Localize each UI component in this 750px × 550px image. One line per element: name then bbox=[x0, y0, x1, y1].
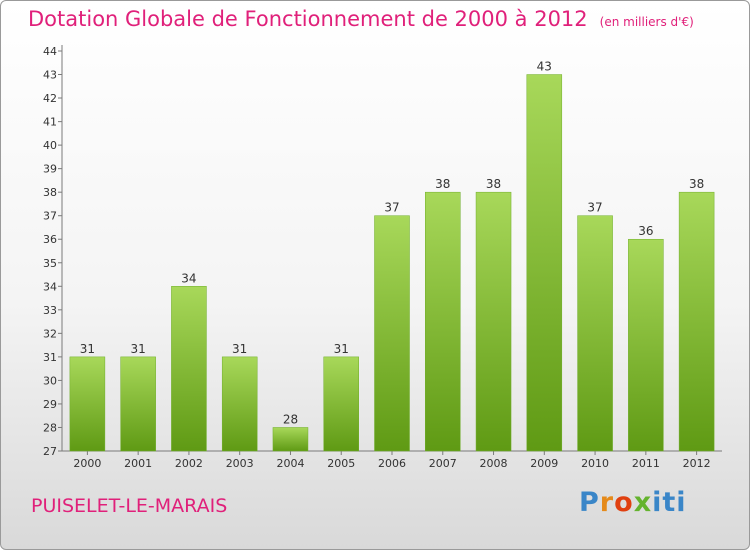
y-tick-label: 35 bbox=[43, 257, 57, 270]
x-tick-label-2004: 2004 bbox=[276, 457, 304, 470]
data-label-2001: 31 bbox=[131, 342, 146, 356]
x-tick-label-2011: 2011 bbox=[632, 457, 660, 470]
y-tick-label: 37 bbox=[43, 210, 57, 223]
bar-2006 bbox=[374, 215, 410, 452]
chart-bars: 31 31 34 31 28 31 37 38 38 43 37 36 38 bbox=[69, 60, 715, 452]
x-tick-label-2001: 2001 bbox=[124, 457, 152, 470]
data-label-2007: 38 bbox=[435, 177, 450, 191]
bar-2000 bbox=[69, 356, 106, 452]
y-tick-label: 34 bbox=[43, 280, 57, 293]
y-tick-label: 39 bbox=[43, 163, 57, 176]
data-label-2012: 38 bbox=[689, 177, 704, 191]
data-label-2011: 36 bbox=[638, 224, 653, 238]
proxiti-logo: Proxiti bbox=[579, 487, 687, 518]
y-tick-label: 44 bbox=[43, 45, 57, 58]
chart-title: Dotation Globale de Fonctionnement de 20… bbox=[28, 7, 694, 31]
y-tick-label: 38 bbox=[43, 186, 57, 199]
location-name: PUISELET-LE-MARAIS bbox=[31, 495, 228, 517]
data-label-2000: 31 bbox=[80, 342, 95, 356]
bar-2001 bbox=[120, 356, 156, 452]
y-tick-label: 29 bbox=[43, 398, 57, 411]
y-tick-label: 33 bbox=[43, 304, 57, 317]
bar-2008 bbox=[475, 191, 512, 452]
x-tick-label-2003: 2003 bbox=[226, 457, 254, 470]
chart-subtitle: (en milliers d'€) bbox=[599, 15, 694, 29]
x-tick-label-2002: 2002 bbox=[175, 457, 203, 470]
y-tick-label: 31 bbox=[43, 351, 57, 364]
data-label-2009: 43 bbox=[537, 60, 552, 74]
x-tick-label-2012: 2012 bbox=[683, 457, 711, 470]
chart-axes: 27 28 29 30 31 32 33 34 35 36 37 38 39 40 41 42 43 44 2000… bbox=[43, 45, 722, 470]
y-tick-label: 40 bbox=[43, 139, 57, 152]
data-label-2008: 38 bbox=[486, 177, 501, 191]
data-label-2010: 37 bbox=[587, 201, 602, 215]
x-tick-label-2000: 2000 bbox=[73, 457, 101, 470]
bar-2012 bbox=[678, 191, 715, 452]
y-tick-label: 32 bbox=[43, 327, 57, 340]
data-label-2002: 34 bbox=[181, 271, 196, 285]
y-tick-label: 30 bbox=[43, 374, 57, 387]
bar-2003 bbox=[221, 356, 258, 452]
bar-2007 bbox=[425, 191, 461, 452]
bar-2010 bbox=[577, 215, 613, 452]
chart-title-text: Dotation Globale de Fonctionnement de 20… bbox=[28, 7, 588, 31]
bar-2004 bbox=[272, 427, 309, 452]
bar-2002 bbox=[171, 286, 207, 452]
data-label-2003: 31 bbox=[232, 342, 247, 356]
bar-2011 bbox=[628, 238, 664, 452]
data-label-2006: 37 bbox=[384, 201, 399, 215]
x-tick-label-2006: 2006 bbox=[378, 457, 406, 470]
x-tick-label-2007: 2007 bbox=[429, 457, 457, 470]
y-tick-label: 43 bbox=[43, 69, 57, 82]
bar-2009 bbox=[526, 74, 563, 452]
x-tick-label-2009: 2009 bbox=[530, 457, 558, 470]
y-tick-label: 41 bbox=[43, 116, 57, 129]
data-label-2005: 31 bbox=[334, 342, 349, 356]
y-tick-label: 28 bbox=[43, 421, 57, 434]
y-tick-label: 42 bbox=[43, 92, 57, 105]
x-tick-label-2005: 2005 bbox=[327, 457, 355, 470]
data-label-2004: 28 bbox=[283, 412, 298, 426]
y-tick-label: 27 bbox=[43, 445, 57, 458]
x-tick-label-2010: 2010 bbox=[581, 457, 609, 470]
bar-2005 bbox=[323, 356, 359, 452]
x-tick-label-2008: 2008 bbox=[480, 457, 508, 470]
y-tick-label: 36 bbox=[43, 233, 57, 246]
